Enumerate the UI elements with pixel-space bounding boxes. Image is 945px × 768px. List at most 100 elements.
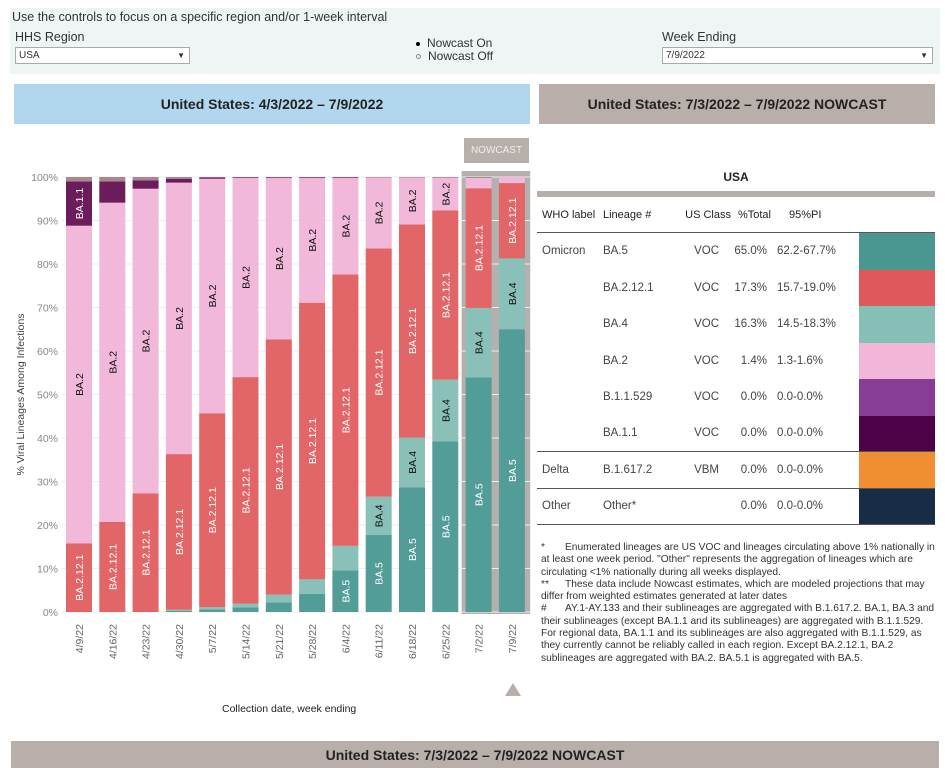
lineage-cell: Other* [603, 500, 637, 513]
bar-segment [299, 177, 326, 179]
footnote: ** These data include Nowcast estimates, … [541, 579, 939, 604]
bar-segment [399, 437, 425, 488]
table-row: BA.1.1 VOC 0.0% 0.0-0.0% [537, 415, 935, 452]
x-tick-label: 7/9/22 [507, 624, 519, 653]
bar-label: BA.2 [274, 247, 286, 270]
total-cell: 0.0% [740, 463, 767, 476]
pi-cell: 1.3-1.6% [777, 354, 824, 367]
lineage-cell: BA.5 [603, 245, 628, 258]
bar-segment [265, 602, 292, 612]
table-body: Omicron BA.5 VOC 65.0% 62.2-67.7% BA.2.12.1 VO… [537, 233, 935, 525]
bar-segment [199, 177, 226, 178]
bar-label: BA.2 [241, 266, 253, 289]
color-swatch [859, 269, 935, 306]
table-row: B.1.1.529 VOC 0.0% 0.0-0.0% [537, 379, 935, 416]
bar-segment [432, 177, 459, 178]
lineage-cell: BA.2 [603, 354, 628, 367]
color-swatch [859, 306, 935, 343]
nowcast-pointer-icon[interactable] [505, 683, 521, 696]
week-ending-select[interactable]: 7/9/2022 ▼ [662, 47, 933, 64]
header-us-class: US Class [685, 208, 731, 221]
stacked-bar-chart: 0% 10% 20% 30% 40% 50% 60% 70% 80% 90% 100% % Viral… [15, 171, 531, 659]
x-tick-label: 6/18/22 [407, 624, 419, 659]
bar-segment [165, 609, 192, 611]
bar-segment [498, 258, 525, 330]
header-pi: 95%PI [789, 208, 822, 221]
bar-label: BA.2 [141, 329, 153, 352]
bar-segment [498, 177, 525, 184]
bar-segment [132, 180, 159, 189]
class-cell: VBM [694, 463, 719, 476]
table-row: Delta B.1.617.2 VBM 0.0% 0.0-0.0% [537, 452, 935, 489]
lineage-cell: B.1.1.529 [603, 391, 653, 404]
y-tick-label: 80% [37, 259, 58, 271]
footnote-text: These data include Nowcast estimates, wh… [541, 578, 925, 603]
x-tick-label: 5/28/22 [307, 624, 319, 659]
class-cell: VOC [694, 354, 719, 367]
x-tick-label: 7/2/22 [474, 624, 486, 653]
bar-segment [465, 177, 492, 189]
bar-segment [432, 441, 459, 612]
bar-segment [332, 274, 359, 546]
nowcast-off-radio[interactable]: Nowcast Off [416, 50, 493, 63]
bar-label: BA.5 [474, 483, 486, 506]
x-tick-label: 5/7/22 [207, 624, 219, 653]
table-row: BA.2.12.1 VOC 17.3% 15.7-19.0% [537, 269, 935, 306]
bar-segment [465, 307, 492, 378]
table-divider [537, 191, 935, 197]
bar-segment [465, 377, 492, 612]
bar-segment [365, 177, 392, 249]
total-cell: 0.0% [740, 500, 767, 513]
bar-segment [199, 609, 226, 612]
lineage-table: USA WHO label Lineage # US Class %Total … [537, 160, 935, 525]
bar-segment [265, 339, 292, 595]
bar-segment [399, 177, 425, 178]
pi-cell: 62.2-67.7% [777, 245, 836, 258]
bar-label: BA.2.12.1 [174, 509, 186, 555]
y-tick-label: 70% [37, 303, 58, 315]
bar-label: BA.2.12.1 [241, 467, 253, 513]
bar-label: BA.2 [107, 351, 119, 374]
week-ending-label: Week Ending [662, 30, 737, 44]
bar-label: BA.2 [174, 307, 186, 330]
bar-segment [232, 177, 259, 378]
bar-label: BA.4 [407, 451, 419, 474]
pi-cell: 0.0-0.0% [777, 391, 824, 404]
x-tick-label: 6/25/22 [440, 624, 452, 659]
bar-label: BA.2 [407, 189, 419, 212]
bar-segment [465, 177, 492, 178]
bar-segment [332, 570, 359, 612]
footnote: * Enumerated lineages are US VOC and line… [541, 542, 939, 579]
pi-cell: 15.7-19.0% [777, 281, 836, 294]
y-tick-label: 60% [37, 346, 58, 358]
bar-label: BA.2.12.1 [374, 349, 386, 395]
x-tick-label: 5/14/22 [241, 624, 253, 659]
bar-segment [132, 188, 159, 494]
bar-segment [332, 545, 359, 571]
x-axis-label: Collection date, week ending [222, 703, 357, 715]
x-tick-label: 6/11/22 [374, 624, 386, 658]
region-select[interactable]: USA ▼ [15, 47, 190, 64]
bar-segment [165, 177, 192, 179]
bar-label: BA.4 [440, 399, 452, 422]
controls-panel: Use the controls to focus on a specific … [10, 8, 940, 74]
x-tick-label: 4/30/22 [174, 624, 186, 659]
bar-label: BA.2.12.1 [474, 225, 486, 271]
nowcast-tag: NOWCAST [464, 138, 529, 163]
color-swatch [859, 452, 935, 488]
y-tick-label: 90% [37, 216, 58, 228]
bar-segment [432, 177, 459, 211]
bar-segment [232, 177, 259, 178]
header-lineage: Lineage # [603, 208, 652, 221]
footnote-text: Enumerated lineages are US VOC and linea… [541, 542, 935, 578]
bar-segment [232, 377, 259, 604]
bar-segment [199, 413, 226, 608]
bar-segment [299, 177, 326, 303]
bar-segment [66, 181, 92, 226]
who-cell: Other [542, 500, 571, 513]
class-cell: VOC [694, 391, 719, 404]
y-tick-label: 0% [43, 607, 58, 619]
nowcast-on-radio[interactable]: Nowcast On [416, 37, 493, 50]
bar-segment [99, 202, 126, 522]
bar-label: BA.2 [74, 373, 86, 396]
